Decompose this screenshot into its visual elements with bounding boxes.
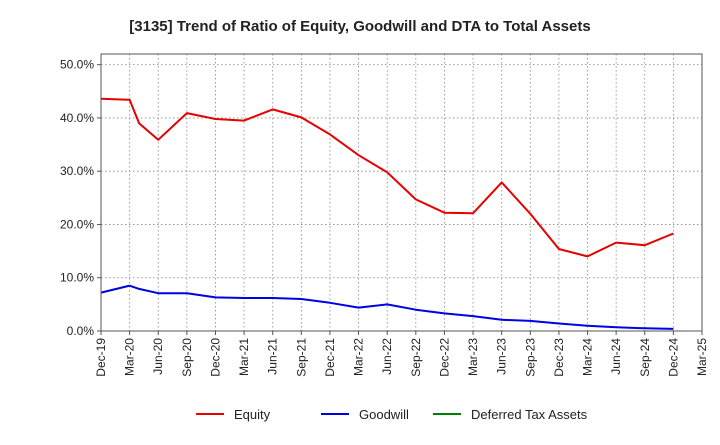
plot-frame [100,53,703,332]
x-axis: Dec-19 Mar-20 Jun-20 Sep-20 Dec-20 Mar-21 Jun-… [94,331,709,377]
x-tick-label: Sep-24 [638,338,652,377]
y-axis: 0.0% 10.0% 20.0% 30.0% 40.0% 50.0% [60,58,101,338]
x-tick-label: Dec-20 [208,338,222,377]
y-tick-label: 30.0% [60,164,94,178]
x-tick-label: Dec-22 [437,338,451,377]
x-tick-label: Sep-20 [180,338,194,377]
x-tick-label: Mar-24 [581,338,595,376]
legend-label-deferred-tax-assets: Deferred Tax Assets [471,407,588,422]
series-lines [100,97,674,330]
series-line-equity [100,97,674,258]
grid-lines [100,54,703,332]
chart-title: [3135] Trend of Ratio of Equity, Goodwil… [129,18,590,35]
x-tick-label: Mar-23 [466,338,480,376]
x-tick-label: Jun-20 [151,338,165,375]
x-tick-label: Jun-23 [495,338,509,375]
x-tick-label: Jun-21 [266,338,280,375]
x-tick-label: Sep-23 [523,338,537,377]
x-tick-label: Dec-19 [94,338,108,377]
x-tick-label: Mar-21 [237,338,251,376]
legend: Equity Goodwill Deferred Tax Assets [196,407,588,422]
x-tick-label: Dec-23 [552,338,566,377]
y-tick-label: 10.0% [60,271,94,285]
x-tick-label: Sep-22 [409,338,423,377]
x-tick-label: Dec-21 [323,338,337,377]
x-tick-label: Sep-21 [294,338,308,377]
x-tick-label: Mar-20 [123,338,137,376]
y-tick-label: 50.0% [60,58,94,72]
y-tick-label: 40.0% [60,111,94,125]
x-tick-label: Mar-22 [352,338,366,376]
x-tick-label: Mar-25 [695,338,709,376]
legend-label-goodwill: Goodwill [359,407,409,422]
x-tick-label: Dec-24 [666,338,680,377]
x-tick-label: Jun-24 [609,338,623,375]
y-tick-label: 20.0% [60,217,94,231]
series-line-goodwill [100,284,674,330]
x-tick-label: Jun-22 [380,338,394,375]
legend-label-equity: Equity [234,407,271,422]
y-tick-label: 0.0% [67,324,95,338]
